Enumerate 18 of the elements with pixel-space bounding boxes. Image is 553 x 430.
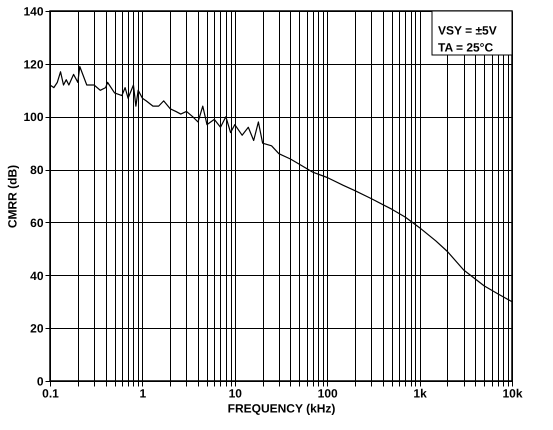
y-tick-label: 60 bbox=[30, 216, 44, 230]
y-tick-label: 140 bbox=[23, 4, 44, 18]
y-tick-label: 100 bbox=[23, 110, 44, 124]
x-axis-title: FREQUENCY (kHz) bbox=[228, 402, 336, 416]
y-tick-label: 120 bbox=[23, 57, 44, 72]
y-tick-label: 40 bbox=[30, 268, 44, 283]
x-tick-label: 1k bbox=[413, 386, 428, 400]
y-axis-title: CMRR (dB) bbox=[5, 164, 20, 228]
x-tick-label: 1 bbox=[140, 386, 147, 400]
y-tick-label: 20 bbox=[30, 322, 44, 336]
annotation: VSY = ±5V bbox=[438, 24, 497, 38]
y-tick-label: 0 bbox=[36, 374, 44, 388]
x-tick-label: 100 bbox=[318, 386, 338, 400]
x-tick-label: 10k bbox=[502, 386, 523, 400]
x-tick-label: 0.1 bbox=[42, 386, 60, 400]
y-tick-label: 80 bbox=[30, 163, 44, 178]
x-tick-label: 10 bbox=[228, 386, 242, 400]
annotation: TA = 25°C bbox=[438, 40, 494, 54]
